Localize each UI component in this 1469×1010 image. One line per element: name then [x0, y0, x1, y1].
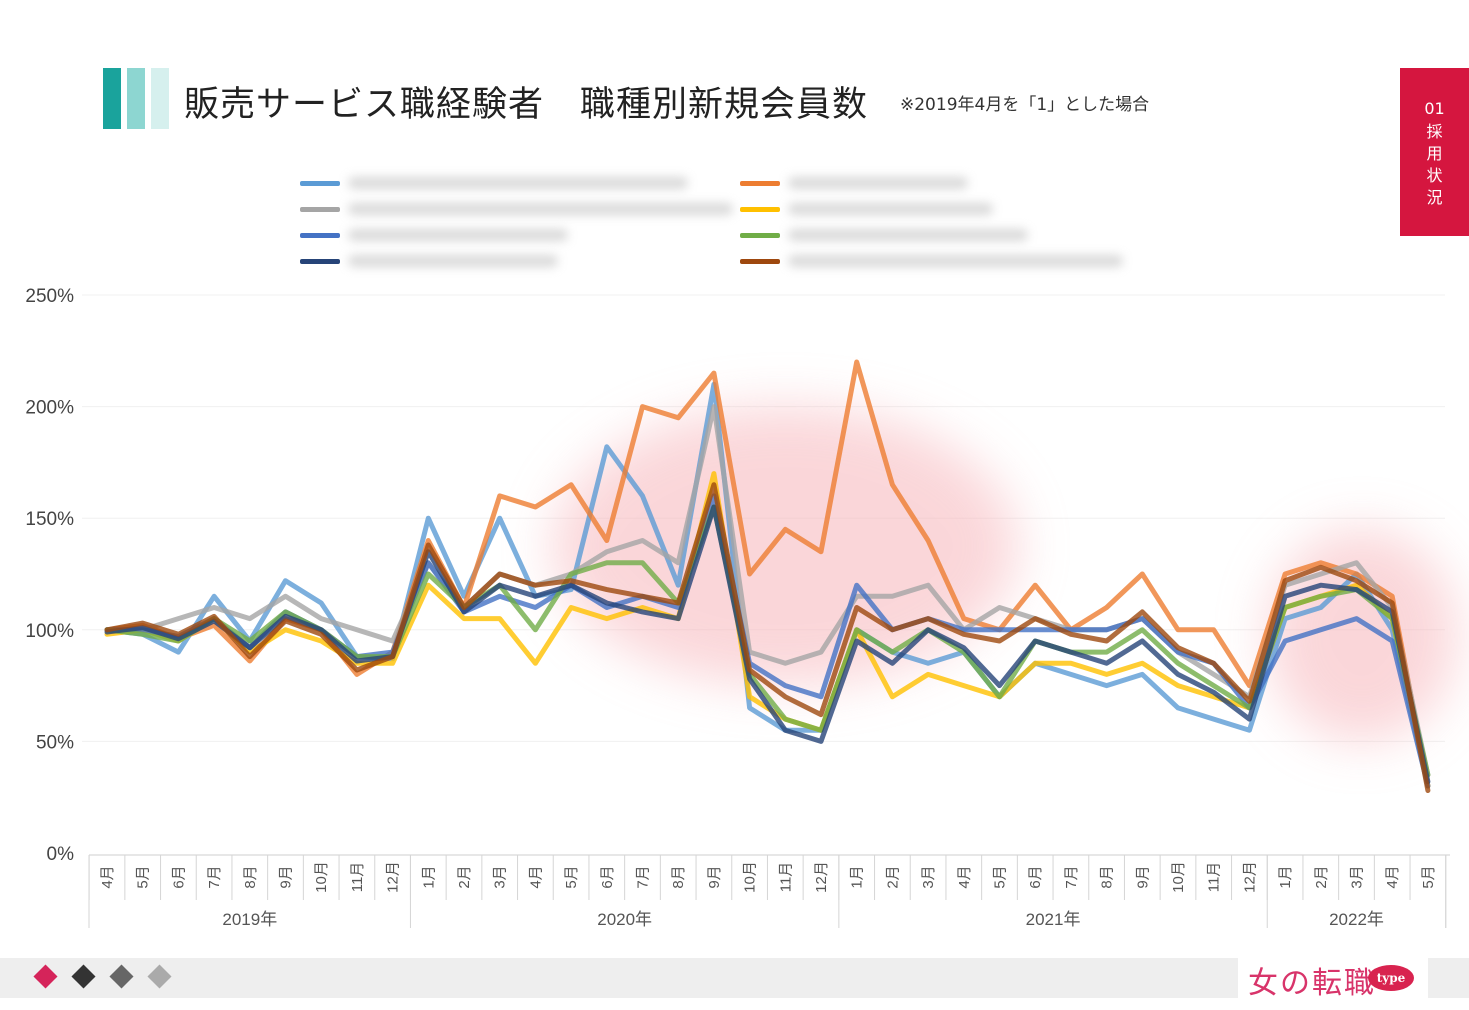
- legend-swatch: [300, 207, 340, 212]
- footer-bar: [0, 958, 1469, 998]
- legend-label-obscured: [348, 255, 558, 267]
- legend-swatch: [740, 233, 780, 238]
- year-label: 2019年: [222, 910, 277, 929]
- x-tick-label: 3月: [1349, 865, 1366, 888]
- side-tab-label: 採用状況: [1426, 122, 1443, 207]
- x-tick-label: 10月: [742, 861, 759, 893]
- legend-swatch: [740, 259, 780, 264]
- year-label: 2021年: [1026, 910, 1081, 929]
- legend-item: [300, 173, 720, 193]
- legend-item: [300, 199, 740, 219]
- x-tick-label: 4月: [1384, 865, 1401, 888]
- x-tick-label: 4月: [956, 865, 973, 888]
- x-tick-label: 8月: [670, 865, 687, 888]
- page-title: 販売サービス職経験者 職種別新規会員数: [184, 85, 869, 125]
- x-tick-label: 5月: [1420, 865, 1437, 888]
- legend-label-obscured: [788, 255, 1123, 267]
- legend-item: [740, 251, 1130, 271]
- legend-label-obscured: [788, 203, 993, 215]
- y-tick-label: 150%: [25, 509, 74, 530]
- legend-item: [740, 199, 1040, 219]
- x-tick-label: 7月: [206, 865, 223, 888]
- x-tick-label: 1月: [1277, 865, 1294, 888]
- series-line: [104, 381, 1431, 789]
- x-tick-label: 6月: [170, 865, 187, 888]
- legend-swatch: [740, 181, 780, 186]
- x-tick-label: 5月: [135, 865, 152, 888]
- line-chart: 0% 50% 100% 150% 200% 250% 4月 5月 6月 7月 8月 9月 10月 11月 1…: [25, 286, 1457, 929]
- x-tick-label: 11月: [1206, 862, 1223, 893]
- x-tick-label: 2月: [456, 865, 473, 888]
- x-tick-label: 8月: [242, 865, 259, 888]
- x-tick-label: 2月: [1313, 865, 1330, 888]
- legend-item: [300, 225, 600, 245]
- brand-logo: 女の転職 type: [1238, 955, 1428, 1001]
- year-label: 2022年: [1329, 910, 1384, 929]
- legend-swatch: [300, 181, 340, 186]
- x-tick-label: 7月: [635, 865, 652, 888]
- title-accent-bars: [103, 68, 169, 129]
- y-tick-label: 200%: [25, 398, 74, 419]
- title-accent-bar: [103, 68, 121, 129]
- x-tick-label: 9月: [706, 865, 723, 888]
- logo-text: 女の転職: [1248, 966, 1376, 1001]
- x-tick-label: 12月: [385, 861, 402, 893]
- title-accent-bar: [151, 68, 169, 129]
- x-tick-label: 2月: [884, 865, 901, 888]
- x-tick-label: 11月: [349, 862, 366, 893]
- y-tick-label: 100%: [25, 621, 74, 642]
- x-tick-label: 4月: [99, 865, 116, 888]
- y-tick-label: 0%: [47, 844, 75, 865]
- legend-item: [740, 225, 1040, 245]
- legend-label-obscured: [348, 177, 688, 189]
- x-tick-label: 1月: [849, 865, 866, 888]
- series-line: [104, 482, 1431, 793]
- legend-swatch: [300, 233, 340, 238]
- x-tick-label: 12月: [1241, 861, 1258, 893]
- series-line: [104, 504, 1431, 785]
- legend-swatch: [740, 207, 780, 212]
- title-note: ※2019年4月を「1」とした場合: [900, 95, 1150, 115]
- side-tab-number: 01: [1424, 99, 1445, 118]
- x-tick-label: 10月: [1170, 861, 1187, 893]
- x-tick-label: 3月: [920, 865, 937, 888]
- legend-label-obscured: [788, 177, 968, 189]
- logo-badge: type: [1368, 965, 1414, 991]
- legend-label-obscured: [348, 229, 568, 241]
- x-tick-label: 3月: [492, 865, 509, 888]
- side-tab[interactable]: 01 採用状況: [1400, 68, 1469, 236]
- legend-label-obscured: [788, 229, 1028, 241]
- x-tick-label: 4月: [527, 865, 544, 888]
- x-tick-label: 6月: [1027, 865, 1044, 888]
- title-accent-bar: [127, 68, 145, 129]
- x-tick-label: 5月: [563, 865, 580, 888]
- x-tick-label: 12月: [813, 861, 830, 893]
- x-tick-label: 10月: [313, 861, 330, 893]
- legend-item: [300, 251, 600, 271]
- y-tick-label: 250%: [25, 286, 74, 307]
- x-tick-label: 7月: [1063, 865, 1080, 888]
- x-tick-label: 6月: [599, 865, 616, 888]
- x-tick-label: 11月: [777, 862, 794, 893]
- chart-legend: [300, 165, 1130, 280]
- x-tick-label: 5月: [992, 865, 1009, 888]
- legend-swatch: [300, 259, 340, 264]
- x-tick-label: 1月: [420, 865, 437, 888]
- x-tick-label: 8月: [1099, 865, 1116, 888]
- year-label: 2020年: [597, 910, 652, 929]
- series-line: [104, 404, 1431, 778]
- legend-item: [740, 173, 1040, 193]
- legend-label-obscured: [348, 203, 733, 215]
- x-tick-label: 9月: [1134, 865, 1151, 888]
- x-tick-label: 9月: [278, 865, 295, 888]
- y-tick-label: 50%: [36, 732, 74, 753]
